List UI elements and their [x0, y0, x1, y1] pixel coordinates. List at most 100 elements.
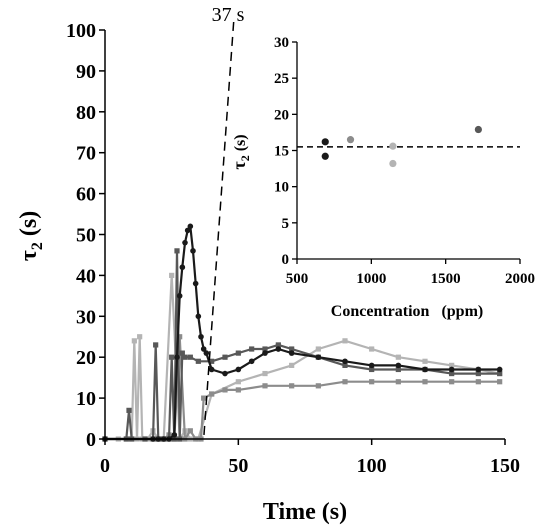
series-4-point [315, 346, 321, 352]
inset-plot: 0 5 10 15 20 25 30 500 1000 1500 2000 Concentrati… [229, 30, 545, 320]
series-1-point [198, 333, 204, 340]
series-4-point [422, 358, 428, 364]
series-2-point [275, 342, 281, 348]
inset-point-2 [321, 152, 329, 160]
series-2-point [169, 354, 175, 360]
series-2-point [174, 248, 180, 254]
series-1-point [203, 350, 210, 356]
series-2-point [395, 366, 401, 373]
annotation-label: 37 s [212, 4, 245, 26]
series-3-point [289, 383, 295, 389]
series-1-point [422, 366, 428, 373]
series-1-point [187, 223, 194, 230]
main-x-ticks: 0 50 100 150 [100, 439, 520, 477]
inset-y-tick-label: 30 [274, 35, 289, 51]
series-4-point [289, 362, 295, 368]
main-y-tick-label: 20 [76, 347, 96, 369]
series-1-point [288, 350, 295, 356]
series-3-point [342, 379, 348, 385]
series-1-point [174, 354, 180, 361]
series-4-point [131, 338, 137, 344]
inset-y-ticks: 0 5 10 15 20 25 30 [274, 35, 297, 268]
inset-x-tick-label: 2000 [505, 271, 535, 287]
series-2-point [342, 362, 348, 368]
series-1-point [315, 354, 322, 361]
main-y-ticks: 0 10 20 30 40 50 60 70 80 90 100 [66, 20, 105, 451]
series-4-point [262, 370, 268, 377]
main-y-title-unit: (s) [16, 211, 42, 242]
inset-points-layer [321, 125, 482, 168]
series-3-point [422, 379, 428, 385]
main-x-tick-label: 150 [490, 455, 520, 477]
series-1-point [342, 358, 348, 365]
series-1-point [171, 432, 178, 438]
main-y-tick-label: 10 [76, 388, 96, 410]
series-3-point [187, 428, 193, 434]
series-1-point [395, 362, 402, 369]
series-4-point [169, 272, 175, 278]
inset-y-tick-label: 5 [282, 216, 290, 232]
series-1-point [262, 350, 268, 356]
series-1-point [179, 264, 186, 271]
inset-y-tick-label: 20 [274, 107, 289, 123]
series-2-point [153, 342, 159, 348]
series-3-point [369, 379, 375, 385]
series-3-point [395, 379, 401, 385]
series-1-point [176, 293, 183, 299]
inset-y-tick-label: 15 [274, 144, 289, 160]
inset-x-tick-label: 1500 [431, 271, 461, 287]
series-4-point [342, 338, 348, 344]
series-3-point [315, 383, 321, 389]
main-x-tick-label: 50 [228, 455, 248, 477]
series-2-point [187, 354, 193, 360]
main-y-tick-label: 0 [86, 429, 96, 451]
series-2-point [289, 346, 295, 352]
series-1-point [190, 248, 196, 254]
main-y-tick-label: 100 [66, 20, 96, 42]
series-3-point [201, 395, 207, 401]
series-2-point [249, 346, 255, 352]
series-3-point [222, 387, 228, 393]
inset-y-title-unit: (s) [232, 134, 249, 155]
series-2-point [369, 366, 375, 373]
main-y-tick-label: 70 [76, 143, 96, 165]
series-1-point [368, 362, 375, 369]
series-1-point [182, 239, 188, 246]
inset-point-4 [389, 142, 397, 150]
series-4-point [369, 346, 375, 352]
series-3-point [475, 379, 481, 385]
series-2-point [195, 358, 201, 364]
series-3-point [235, 387, 241, 393]
series-2-point [497, 370, 503, 377]
series-3-point [209, 391, 215, 397]
main-y-title-sub: 2 [29, 242, 46, 250]
series-2-point [182, 354, 188, 360]
series-2-point [209, 358, 215, 364]
inset-y-axis-title: τ2 (s) [229, 134, 252, 169]
inset-background [290, 30, 545, 302]
series-2-point [475, 370, 481, 377]
series-1-point [275, 346, 282, 352]
series-1-point [184, 227, 191, 234]
inset-point-3 [346, 136, 355, 144]
series-1-point [200, 346, 207, 352]
series-2-point [449, 370, 455, 377]
main-y-tick-label: 30 [76, 306, 96, 328]
main-y-title-main: τ [16, 250, 42, 261]
series-2-point [235, 350, 241, 356]
series-4-point [395, 354, 401, 360]
main-x-tick-label: 100 [357, 455, 387, 477]
main-y-tick-label: 90 [76, 61, 96, 83]
series-2-point [126, 407, 132, 413]
inset-x-tick-label: 500 [286, 271, 309, 287]
series-2-point [262, 346, 268, 352]
series-3-point [449, 379, 455, 385]
inset-y-title-sub: 2 [238, 155, 252, 161]
inset-x-tick-label: 1000 [356, 271, 386, 287]
main-y-tick-label: 50 [76, 225, 96, 247]
inset-x-axis-title: Concentration (ppm) [331, 303, 483, 320]
inset-point-1 [321, 138, 329, 146]
series-1-point [235, 366, 242, 373]
